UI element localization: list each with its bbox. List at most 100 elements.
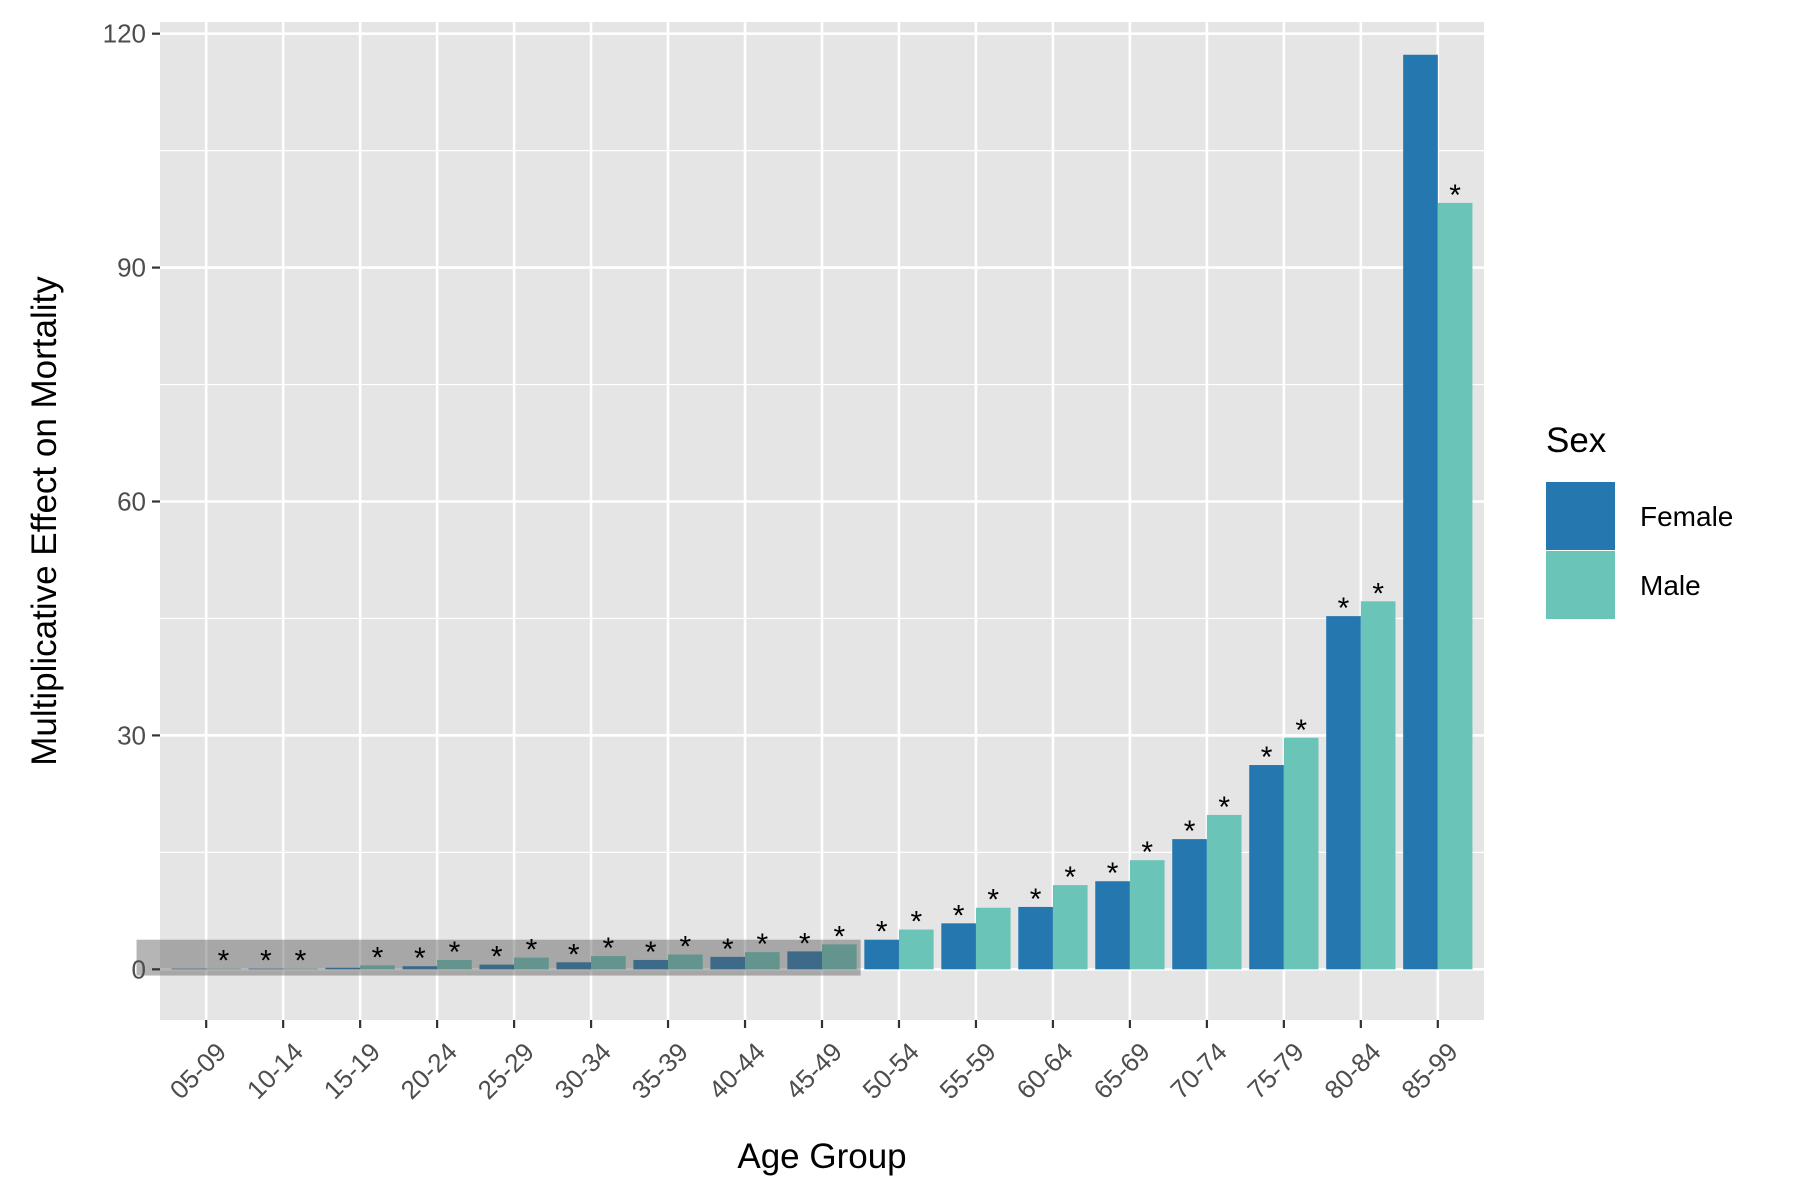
significance-star: * [491, 941, 503, 974]
x-tick-label: 55-59 [934, 1037, 1002, 1105]
significance-star: * [1030, 883, 1042, 916]
bar-female-30-34 [556, 962, 592, 970]
bar-male-45-49 [822, 944, 857, 970]
significance-star: * [1372, 577, 1384, 610]
bar-male-55-59 [975, 907, 1011, 970]
x-tick-label: 15-19 [318, 1037, 386, 1105]
x-tick-label: 45-49 [780, 1037, 848, 1105]
significance-star: * [680, 931, 692, 964]
y-axis: 0 30 60 90 120 [103, 19, 160, 984]
bar-female-40-44 [710, 956, 746, 970]
y-axis-title: Multiplicative Effect on Mortality [25, 276, 64, 766]
significance-star: * [1295, 714, 1307, 747]
x-tick-label: 60-64 [1011, 1037, 1079, 1105]
bar-male-10-14 [283, 968, 318, 970]
highlight-region [136, 939, 861, 976]
x-tick-label: 05-09 [164, 1037, 232, 1105]
legend-label-female: Female [1640, 501, 1733, 532]
bar-male-40-44 [745, 952, 780, 970]
bar-male-25-29 [514, 957, 549, 970]
x-tick-label: 40-44 [703, 1037, 771, 1105]
bar-male-05-09 [206, 968, 241, 970]
bar-female-80-84 [1326, 616, 1361, 970]
highlight-box [136, 939, 861, 976]
x-tick-label: 70-74 [1164, 1037, 1232, 1105]
bar-female-25-29 [479, 964, 515, 970]
bar-female-20-24 [402, 966, 438, 970]
y-tick-label: 0 [132, 954, 146, 984]
x-tick-label: 75-79 [1241, 1037, 1309, 1105]
x-tick-label: 20-24 [395, 1037, 463, 1105]
x-tick-label: 65-69 [1087, 1037, 1155, 1105]
bars [171, 54, 1473, 970]
significance-star: * [568, 938, 580, 971]
significance-star: * [260, 945, 272, 978]
bar-female-75-79 [1249, 765, 1284, 970]
bar-female-55-59 [941, 923, 976, 970]
legend: Sex Female Male [1546, 421, 1733, 621]
x-tick-label: 80-84 [1318, 1037, 1386, 1105]
bar-female-60-64 [1018, 906, 1053, 970]
significance-star: * [218, 945, 230, 978]
bar-female-50-54 [864, 939, 899, 970]
significance-star: * [645, 936, 657, 969]
x-axis: 05-09 10-14 15-19 20-24 25-29 30-34 35-39 40-44… [164, 1020, 1464, 1105]
significance-star: * [722, 933, 734, 966]
significance-star: * [1261, 741, 1273, 774]
legend-key-male [1546, 551, 1615, 620]
bar-female-65-69 [1095, 881, 1130, 970]
bar-male-70-74 [1206, 814, 1242, 970]
bar-male-50-54 [898, 929, 934, 970]
y-tick-label: 30 [117, 720, 146, 750]
significance-star: * [987, 884, 999, 917]
x-tick-label: 85-99 [1395, 1037, 1463, 1105]
significance-star: * [1338, 592, 1350, 625]
significance-star: * [910, 906, 922, 939]
significance-star: * [603, 932, 615, 965]
bar-male-15-19 [360, 965, 395, 970]
bar-male-65-69 [1129, 860, 1165, 970]
significance-star: * [1141, 836, 1153, 869]
bar-male-75-79 [1283, 737, 1319, 970]
y-tick-label: 120 [103, 19, 146, 49]
significance-star: * [1064, 861, 1076, 894]
x-tick-label: 50-54 [857, 1037, 925, 1105]
significance-star: * [1218, 791, 1230, 824]
significance-star: * [1107, 857, 1119, 890]
bar-female-85-99 [1403, 54, 1438, 970]
significance-star: * [526, 934, 538, 967]
bar-female-35-39 [633, 959, 669, 970]
bar-female-05-09 [171, 968, 207, 970]
significance-star: * [833, 920, 845, 953]
bar-female-10-14 [248, 968, 284, 970]
significance-star: * [1184, 815, 1196, 848]
significance-star: * [756, 928, 768, 961]
significance-star: * [1449, 179, 1461, 212]
bar-male-80-84 [1360, 601, 1396, 970]
bar-male-35-39 [668, 954, 703, 970]
legend-title: Sex [1546, 421, 1607, 460]
x-axis-title: Age Group [737, 1137, 906, 1176]
x-tick-label: 25-29 [472, 1037, 540, 1105]
x-tick-label: 10-14 [241, 1037, 309, 1105]
bar-female-15-19 [325, 967, 361, 970]
bar-male-85-99 [1437, 202, 1473, 970]
bar-female-70-74 [1172, 839, 1207, 970]
bar-male-60-64 [1052, 885, 1088, 970]
bar-male-20-24 [437, 959, 472, 970]
significance-markers: * * * * * * * * * * * * * * * * * * * * * * * * * * * * * * * [218, 179, 1462, 978]
x-tick-label: 30-34 [549, 1037, 617, 1105]
legend-key-female [1546, 482, 1615, 551]
bar-female-45-49 [787, 951, 822, 970]
x-tick-label: 35-39 [626, 1037, 694, 1105]
legend-label-male: Male [1640, 570, 1701, 601]
significance-star: * [953, 899, 965, 932]
significance-star: * [876, 916, 888, 949]
bar-male-30-34 [591, 956, 626, 970]
significance-star: * [414, 942, 426, 975]
significance-star: * [372, 941, 384, 974]
significance-star: * [799, 927, 811, 960]
significance-star: * [449, 936, 461, 969]
y-tick-label: 60 [117, 487, 146, 517]
